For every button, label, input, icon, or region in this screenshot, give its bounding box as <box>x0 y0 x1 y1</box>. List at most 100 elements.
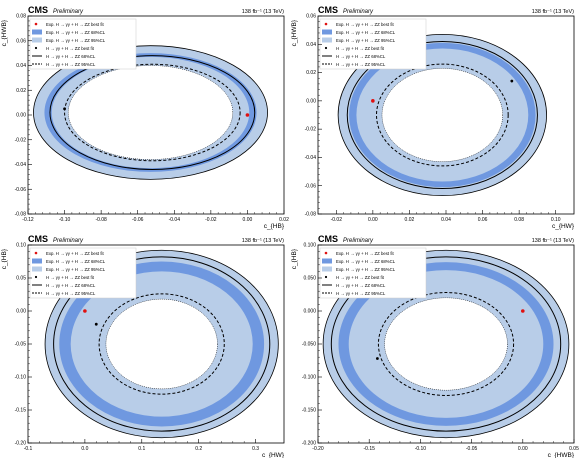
x-tick-label: -0.12 <box>22 217 34 223</box>
y-tick-label: -0.150 <box>302 408 316 414</box>
legend-label: H → γγ + H → ZZ 68%CL <box>46 283 96 288</box>
y-tick-label: -0.15 <box>15 408 27 414</box>
y-tick-label: -0.04 <box>15 162 27 168</box>
legend-symbol-exp-95 <box>32 266 42 272</box>
y-tick-label: 0.05 <box>16 276 26 282</box>
chart-svg-3: Exp. H → γγ + H → ZZ best fit Exp. H → γγ… <box>1 234 285 458</box>
y-tick-label: 0.000 <box>303 309 316 315</box>
y-tick-label: -0.06 <box>15 187 27 193</box>
expected-best-fit-marker <box>371 99 375 103</box>
legend-symbol-obs-best <box>34 275 38 279</box>
y-tick-label: 0.06 <box>306 14 316 20</box>
inner-hole <box>105 299 218 389</box>
expected-best-fit-marker <box>83 309 87 313</box>
legend-symbol-exp-68 <box>322 258 332 264</box>
x-tick-label: -0.02 <box>205 217 217 223</box>
y-tick-label: -0.050 <box>302 342 316 348</box>
legend-label: Exp. H → γγ + H → ZZ 95%CL <box>46 38 106 43</box>
chart-panel-4: Exp. H → γγ + H → ZZ best fit Exp. H → γγ… <box>290 229 580 458</box>
x-tick-label: -0.08 <box>95 217 107 223</box>
y-tick-label: 0.00 <box>16 309 26 315</box>
x-tick-label: -0.1 <box>24 446 33 452</box>
lumi-label: 138 fb⁻¹ (13 TeV) <box>242 238 284 244</box>
legend-label: H → γγ + H → ZZ 95%CL <box>46 291 96 296</box>
x-axis-label: c_{HW} <box>262 452 285 458</box>
expected-contour-outer <box>33 45 268 180</box>
y-tick-label: 0.00 <box>16 113 26 119</box>
x-tick-label: 0.0 <box>81 446 88 452</box>
y-tick-label: 0.06 <box>16 38 26 44</box>
legend-symbol-exp-68 <box>32 258 42 264</box>
legend-symbol-obs-best <box>324 46 328 50</box>
y-axis-label: c_{HWB} <box>1 19 8 46</box>
y-tick-label: -0.08 <box>305 212 317 218</box>
legend-label: H → γγ + H → ZZ 95%CL <box>336 62 386 67</box>
expected-contour-inner <box>384 297 508 391</box>
legend-symbol-obs-best <box>34 46 38 50</box>
expected-contour-inner <box>67 65 234 160</box>
status-label: Preliminary <box>53 238 84 244</box>
legend-symbol-exp-68 <box>322 29 332 35</box>
plot-area <box>28 16 284 214</box>
legend-label: Exp. H → γγ + H → ZZ best fit <box>336 22 394 27</box>
x-axis-label: c_{HW} <box>552 223 575 230</box>
status-label: Preliminary <box>53 9 84 15</box>
legend-symbol-exp-best <box>34 22 38 26</box>
x-tick-label: 0.04 <box>441 217 451 223</box>
expected-contour-inner <box>381 68 503 162</box>
observed-contour-68 <box>377 292 515 396</box>
legend-label: H → γγ + H → ZZ 68%CL <box>336 54 386 59</box>
x-tick-label: 0.00 <box>518 446 528 452</box>
x-tick-label: 0.02 <box>279 217 289 223</box>
experiment-label: CMS <box>28 234 48 244</box>
y-tick-label: 0.08 <box>16 14 26 20</box>
legend-label: Exp. H → γγ + H → ZZ 68%CL <box>336 30 396 35</box>
legend-label: Exp. H → γγ + H → ZZ best fit <box>46 251 104 256</box>
x-tick-label: -0.10 <box>415 446 427 452</box>
legend-symbol-exp-best <box>34 251 38 255</box>
x-tick-label: -0.20 <box>312 446 324 452</box>
x-tick-label: -0.15 <box>363 446 375 452</box>
x-tick-label: -0.02 <box>331 217 343 223</box>
y-tick-label: -0.08 <box>15 212 27 218</box>
inner-hole <box>68 65 233 160</box>
chart-svg-4: Exp. H → γγ + H → ZZ best fit Exp. H → γγ… <box>291 234 579 458</box>
y-tick-label: 0.02 <box>306 70 316 76</box>
x-axis-label: c_{HB} <box>264 223 285 230</box>
expected-contour-outer <box>322 249 570 439</box>
legend-symbol-exp-95 <box>322 266 332 272</box>
y-tick-label: -0.200 <box>302 441 316 447</box>
legend-label: H → γγ + H → ZZ best fit <box>46 275 95 280</box>
legend-label: Exp. H → γγ + H → ZZ 95%CL <box>336 38 396 43</box>
x-tick-label: 0.02 <box>405 217 415 223</box>
observed-contour-95 <box>53 256 271 432</box>
legend-label: Exp. H → γγ + H → ZZ 68%CL <box>46 30 106 35</box>
x-tick-label: -0.06 <box>132 217 144 223</box>
y-tick-label: 0.10 <box>16 243 26 249</box>
x-tick-label: 0.05 <box>569 446 579 452</box>
y-axis-label: c_{HB} <box>1 248 8 269</box>
expected-best-fit-marker <box>521 309 525 313</box>
y-axis-label: c_{HB} <box>291 248 298 269</box>
legend-label: H → γγ + H → ZZ best fit <box>336 46 385 51</box>
legend-label: H → γγ + H → ZZ 68%CL <box>46 54 96 59</box>
y-tick-label: -0.100 <box>302 375 316 381</box>
expected-contour-inner <box>105 298 218 390</box>
status-label: Preliminary <box>343 9 374 15</box>
observed-contour-68 <box>98 293 225 395</box>
y-axis-label: c_{HWB} <box>291 19 298 46</box>
legend-label: Exp. H → γγ + H → ZZ 95%CL <box>336 267 396 272</box>
x-tick-label: 0.2 <box>195 446 202 452</box>
legend-symbol-exp-best <box>324 251 328 255</box>
lumi-label: 138 fb⁻¹ (13 TeV) <box>532 9 574 15</box>
y-tick-label: -0.02 <box>305 127 317 133</box>
x-tick-label: 0.1 <box>138 446 145 452</box>
observed-contour-95 <box>49 55 256 170</box>
chart-svg-1: Exp. H → γγ + H → ZZ best fit Exp. H → γγ… <box>1 5 289 230</box>
expected-contour-outer <box>44 249 279 439</box>
observed-contour-95 <box>330 256 562 432</box>
legend-label: Exp. H → γγ + H → ZZ best fit <box>336 251 394 256</box>
experiment-label: CMS <box>318 5 338 15</box>
observed-best-fit-marker <box>94 322 98 326</box>
expected-best-fit-marker <box>245 113 250 117</box>
